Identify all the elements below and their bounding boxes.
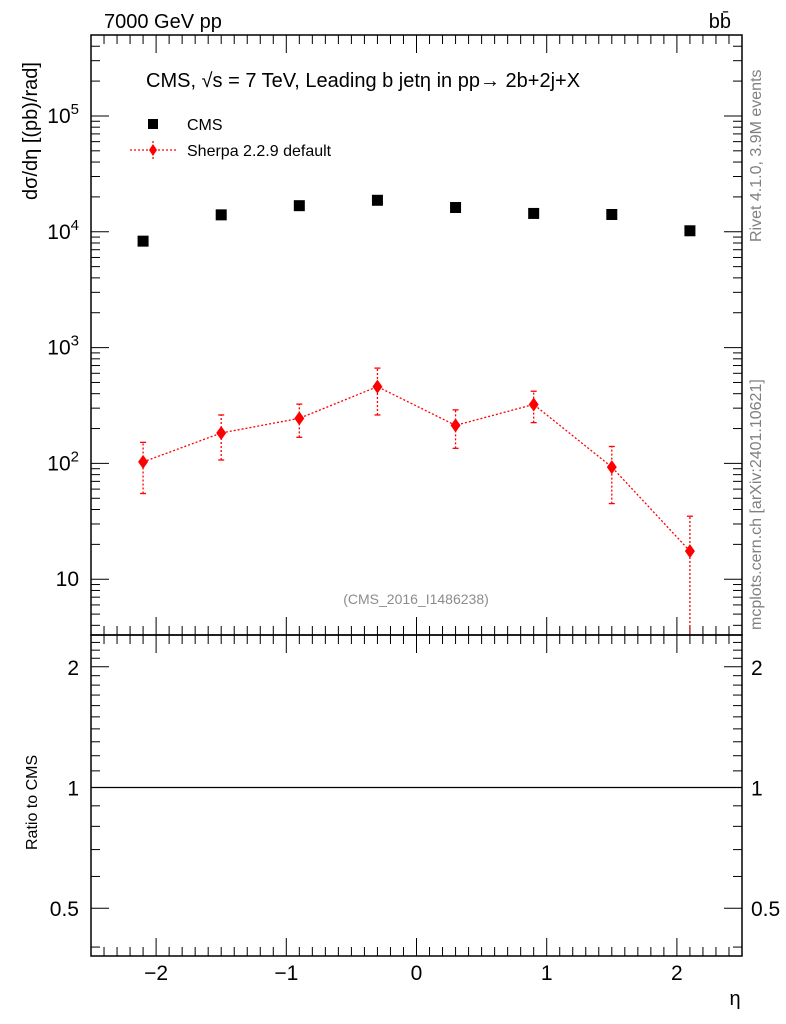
sherpa-point <box>216 426 227 441</box>
ratio-axis-ticks <box>90 635 743 956</box>
legend-cms-marker <box>148 119 158 129</box>
ratio-y-tick-label: 0.5 <box>50 898 79 921</box>
main-axis-ticks <box>90 34 743 635</box>
legend-cms-label: CMS <box>187 117 223 134</box>
legend-sherpa-marker <box>149 144 157 156</box>
y-tick-label: 105 <box>47 101 79 128</box>
ratio-panel-frame <box>90 634 743 957</box>
x-axis-title: η <box>729 988 740 1010</box>
ratio-y-axis-title: Ratio to CMS <box>24 755 41 850</box>
main-y-tick-labels: 10 102 103 104 105 <box>47 101 79 591</box>
cms-point <box>371 194 383 206</box>
ratio-y-tick-label-right: 2 <box>751 657 763 680</box>
ratio-y-tick-label-right: 1 <box>751 777 763 800</box>
sherpa-point <box>684 544 695 559</box>
sherpa-point <box>372 379 383 394</box>
sherpa-point <box>528 397 539 412</box>
sherpa-point <box>138 454 149 469</box>
sherpa-series <box>138 367 695 635</box>
x-tick-label: 1 <box>541 962 553 985</box>
header-left: 7000 GeV pp <box>104 11 222 33</box>
legend: CMS Sherpa 2.2.9 default <box>130 117 332 160</box>
x-tick-labels: −2 −1 0 1 2 <box>144 962 683 985</box>
y-axis-title: dσ/dη [(pb)/rad] <box>20 62 42 200</box>
plot-title: CMS, √s = 7 TeV, Leading b jetη in pp→ 2… <box>146 70 580 92</box>
x-tick-label: −1 <box>274 962 298 985</box>
sherpa-point <box>606 460 617 475</box>
cms-point <box>137 235 149 247</box>
x-tick-label: 0 <box>411 962 423 985</box>
y-tick-label: 103 <box>47 333 79 360</box>
y-tick-label: 102 <box>47 448 79 475</box>
x-tick-label: 2 <box>671 962 683 985</box>
reference-label: (CMS_2016_I1486238) <box>343 591 489 607</box>
y-tick-label: 10 <box>56 568 79 591</box>
ratio-y-tick-labels: 0.5 0.5 1 1 2 2 <box>50 657 780 921</box>
ratio-y-tick-label-right: 0.5 <box>751 898 780 921</box>
ratio-y-tick-label: 1 <box>67 777 79 800</box>
cms-point <box>528 207 540 219</box>
x-tick-label: −2 <box>144 962 168 985</box>
legend-sherpa-label: Sherpa 2.2.9 default <box>187 143 332 160</box>
sherpa-point <box>450 418 461 433</box>
y-tick-label: 104 <box>47 217 79 244</box>
sherpa-point <box>294 411 305 426</box>
rivet-label: Rivet 4.1.0, 3.9M events <box>748 69 765 242</box>
sherpa-line <box>142 385 691 552</box>
ratio-y-tick-label: 2 <box>67 657 79 680</box>
cms-series <box>137 194 696 247</box>
cms-point <box>606 208 618 220</box>
cms-point <box>450 202 462 214</box>
mcplots-label: mcplots.cern.ch [arXiv:2401.10621] <box>748 379 765 630</box>
header-right: bb̄ <box>709 10 731 33</box>
cms-point <box>293 200 305 212</box>
cms-point <box>215 209 227 221</box>
cms-point <box>684 225 696 237</box>
